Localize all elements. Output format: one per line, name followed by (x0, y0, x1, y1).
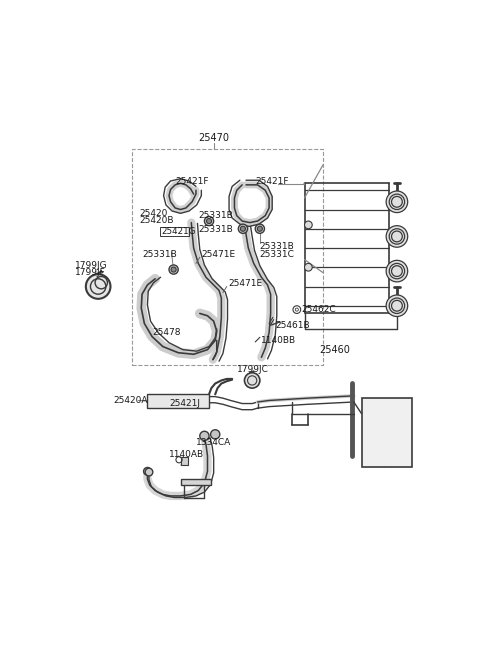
Text: 25478: 25478 (152, 328, 180, 337)
Text: 25421J: 25421J (169, 399, 200, 408)
Text: 1334CA: 1334CA (196, 438, 231, 447)
Text: 25331B: 25331B (143, 250, 178, 259)
Circle shape (200, 431, 209, 441)
Circle shape (145, 468, 153, 476)
Circle shape (386, 191, 408, 213)
Bar (180, 479, 211, 485)
Circle shape (386, 226, 408, 247)
Text: 25331C: 25331C (259, 250, 294, 259)
Text: 25331B: 25331B (198, 225, 233, 234)
Text: 1140AB: 1140AB (169, 450, 204, 459)
Text: 25420: 25420 (140, 209, 168, 218)
Bar (132, 149, 323, 365)
Circle shape (86, 274, 110, 299)
Circle shape (171, 267, 176, 272)
Circle shape (255, 224, 264, 233)
Bar (147, 394, 209, 408)
Text: 25470: 25470 (198, 133, 229, 143)
Text: 25420B: 25420B (140, 215, 174, 225)
Text: 1140BB: 1140BB (262, 336, 297, 345)
Circle shape (144, 468, 151, 475)
Text: 25331B: 25331B (198, 211, 233, 220)
Text: 25460: 25460 (319, 345, 350, 354)
Circle shape (238, 224, 248, 233)
Circle shape (304, 221, 312, 229)
Circle shape (244, 373, 260, 388)
Text: 25461B: 25461B (275, 320, 310, 329)
Circle shape (386, 260, 408, 282)
Text: 25421G: 25421G (161, 227, 196, 236)
Circle shape (206, 219, 212, 223)
Circle shape (304, 263, 312, 271)
Text: 25331B: 25331B (259, 242, 294, 251)
Text: 1799JG: 1799JG (75, 261, 108, 271)
Text: 25471E: 25471E (228, 279, 263, 288)
Text: 25471E: 25471E (201, 250, 236, 259)
Circle shape (257, 226, 263, 231)
Bar (361, 398, 411, 468)
Text: 1799JF: 1799JF (75, 268, 106, 277)
Circle shape (211, 430, 220, 439)
Circle shape (386, 295, 408, 316)
Text: 25421F: 25421F (175, 176, 209, 185)
Bar (160, 227, 189, 236)
Bar (180, 457, 188, 465)
Text: 25421F: 25421F (255, 176, 289, 185)
Text: 25462C: 25462C (301, 305, 336, 314)
Circle shape (169, 265, 178, 274)
Circle shape (204, 216, 214, 226)
Text: 1799JC: 1799JC (237, 365, 269, 374)
Text: 25420A: 25420A (114, 396, 148, 405)
Bar (132, 149, 323, 365)
Circle shape (240, 226, 245, 231)
